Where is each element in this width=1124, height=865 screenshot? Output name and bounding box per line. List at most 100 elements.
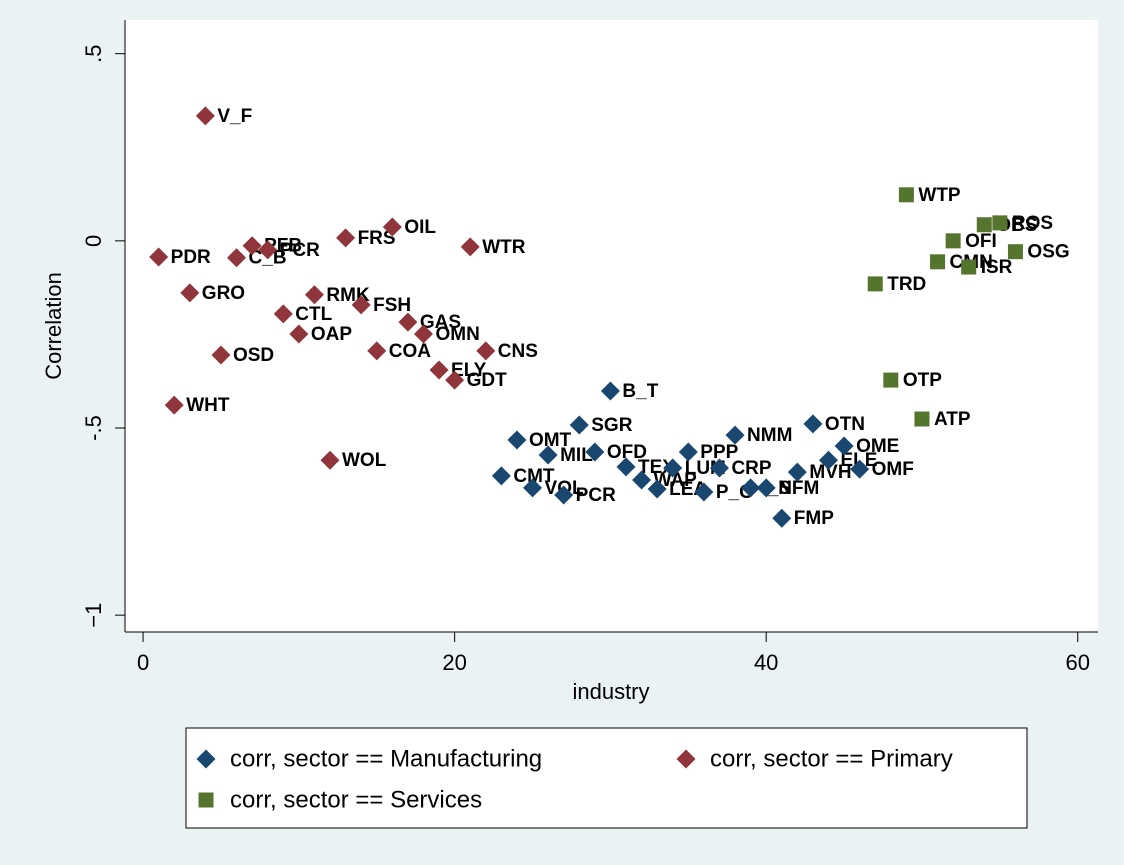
point [289, 324, 309, 344]
point-label: SGR [591, 415, 632, 436]
point-label: WTR [482, 237, 526, 258]
point [694, 482, 714, 502]
point-label: PCR [576, 485, 616, 506]
y-tick-label: -.5 [81, 415, 106, 441]
point-label: OAP [311, 324, 353, 345]
point-label: V_F [217, 106, 252, 127]
point-label: CRP [731, 458, 771, 479]
point [663, 458, 683, 478]
plot-area [125, 20, 1098, 632]
point [273, 304, 293, 324]
point-label: OFI [965, 231, 997, 252]
point-label: MVH [809, 462, 851, 483]
legend-marker [676, 749, 696, 769]
point-label: PPP [700, 442, 738, 463]
point [554, 485, 574, 505]
point-label: OIL [404, 217, 436, 238]
point-label: OSD [233, 345, 274, 366]
point [678, 442, 698, 462]
point [195, 106, 215, 126]
legend-label: corr, sector == Primary [710, 745, 953, 772]
point-label: WOL [342, 450, 387, 471]
point-label: TRD [887, 274, 926, 295]
point-label: COA [389, 341, 432, 362]
point-label: OTN [825, 414, 865, 435]
point [850, 459, 870, 479]
point [787, 462, 807, 482]
point-label: OMF [872, 459, 914, 480]
point-label: B_T [622, 381, 658, 402]
point [569, 415, 589, 435]
point [616, 457, 636, 477]
point [320, 450, 340, 470]
point [647, 479, 667, 499]
point [914, 411, 930, 427]
y-tick-label: .5 [81, 45, 106, 63]
point-label: CTL [295, 304, 332, 325]
point [803, 414, 823, 434]
point [992, 215, 1008, 231]
point [867, 276, 883, 292]
point [741, 478, 761, 498]
point [398, 312, 418, 332]
point [445, 370, 465, 390]
point [819, 450, 839, 470]
point [227, 248, 247, 268]
point [491, 466, 511, 486]
point-label: ELY [451, 360, 487, 381]
point-label: OMT [529, 430, 572, 451]
legend-marker [198, 792, 214, 808]
y-tick-label: −1 [81, 603, 106, 628]
point [523, 478, 543, 498]
point [149, 247, 169, 267]
point [725, 425, 745, 445]
point [538, 445, 558, 465]
legend-marker [196, 749, 216, 769]
point [258, 240, 278, 260]
legend-label: corr, sector == Manufacturing [230, 745, 542, 772]
legend-label: corr, sector == Services [230, 786, 482, 813]
point-label: FMP [794, 508, 834, 529]
point-label: FSH [373, 295, 411, 316]
point [600, 381, 620, 401]
point-label: WTP [918, 185, 961, 206]
point [164, 395, 184, 415]
point [1007, 244, 1023, 260]
point-label: GAS [420, 312, 461, 333]
point [211, 345, 231, 365]
point [709, 458, 729, 478]
point [351, 295, 371, 315]
point [336, 228, 356, 248]
point-label: OFD [607, 442, 647, 463]
point [304, 285, 324, 305]
point-label: ROS [1012, 213, 1053, 234]
x-tick-label: 60 [1066, 650, 1090, 675]
point-label: TEX [638, 457, 675, 478]
point [367, 341, 387, 361]
point-label: WAP [654, 470, 698, 491]
point [632, 470, 652, 490]
point-label: OME [856, 436, 899, 457]
y-tick-label: 0 [81, 235, 106, 247]
point-label: PCR [280, 240, 320, 261]
point [585, 442, 605, 462]
x-tick-label: 0 [137, 650, 149, 675]
point [507, 430, 527, 450]
point-label: OTP [903, 370, 942, 391]
point [476, 341, 496, 361]
point-label: MIL [560, 445, 593, 466]
point-label: ISR [981, 257, 1013, 278]
point-label: GRO [202, 283, 245, 304]
point [756, 478, 776, 498]
point-label: CMT [513, 466, 555, 487]
legend [185, 727, 1028, 829]
point [883, 372, 899, 388]
point [242, 236, 262, 256]
point [976, 217, 992, 233]
point [429, 360, 449, 380]
point [180, 283, 200, 303]
x-tick-label: 20 [442, 650, 466, 675]
point-label: WHT [186, 395, 230, 416]
x-axis-title: industry [572, 679, 649, 704]
